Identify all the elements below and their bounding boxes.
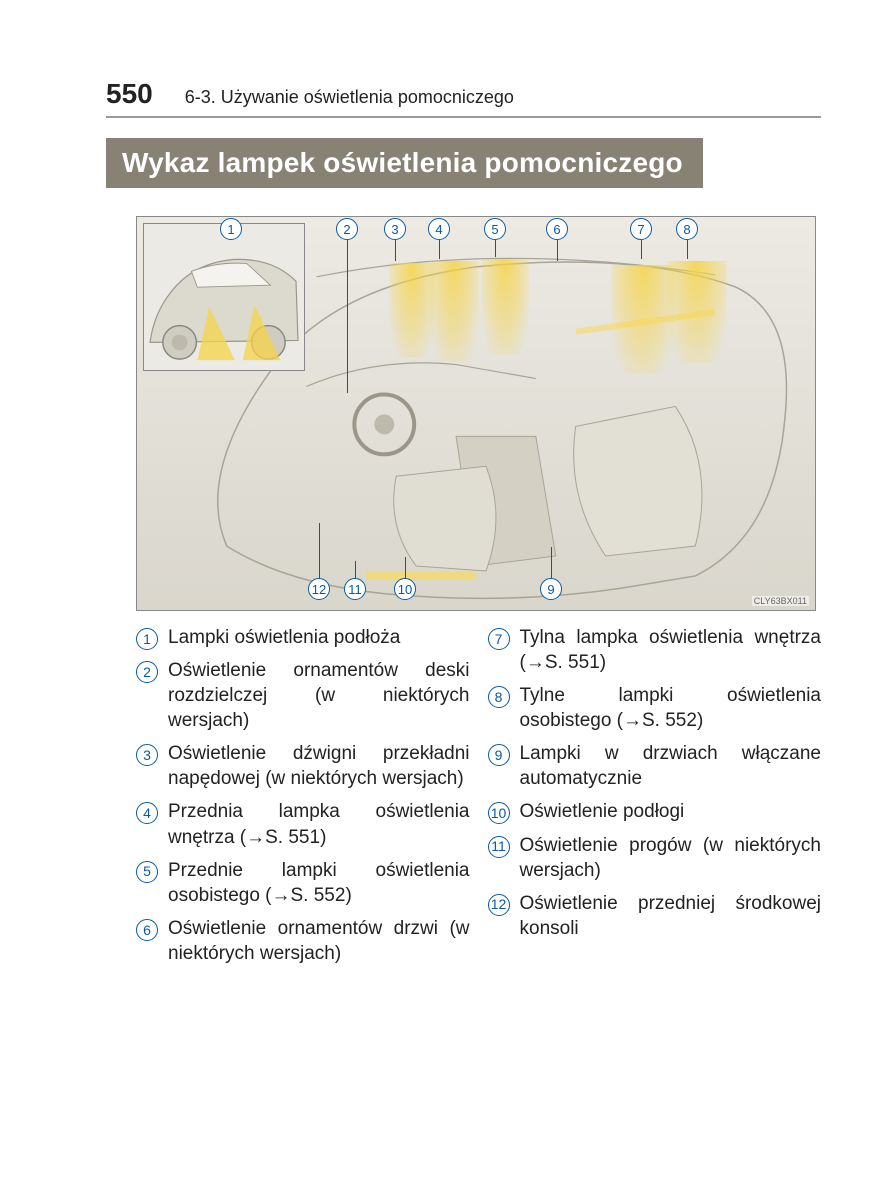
light-cone xyxy=(429,261,479,361)
legend-bullet: 10 xyxy=(488,802,510,824)
callout-lead xyxy=(347,240,348,393)
callout-3: 3 xyxy=(384,218,406,240)
legend-bullet: 11 xyxy=(488,836,510,858)
callout-10: 10 xyxy=(394,578,416,600)
legend-text: Tylne lampki oświetlenia osobistego (→S.… xyxy=(520,683,822,733)
legend-text: Oświetlenie dźwigni przekładni napędowej… xyxy=(168,741,470,791)
legend-bullet: 4 xyxy=(136,802,158,824)
light-cone xyxy=(667,261,727,363)
legend-item-5: 5 Przednie lampki oświetlenia osobistego … xyxy=(136,858,470,908)
callout-7: 7 xyxy=(630,218,652,240)
legend-bullet: 7 xyxy=(488,628,510,650)
legend-text: Oświetlenie progów (w niektórych wersjac… xyxy=(520,833,822,883)
legend-text: Lampki oświetlenia podłoża xyxy=(168,625,470,650)
legend-bullet: 12 xyxy=(488,894,510,916)
manual-page: 550 6-3. Używanie oświetlenia pomocnicze… xyxy=(0,0,877,974)
callout-lead xyxy=(557,240,558,261)
legend-column: 1 Lampki oświetlenia podłoża 2 Oświetlenie … xyxy=(136,625,470,974)
legend-column: 7 Tylna lampka oświetlenia wnętrza (→S. 5… xyxy=(488,625,822,974)
section-label: 6-3. Używanie oświetlenia pomocniczego xyxy=(185,87,514,108)
legend-item-12: 12 Oświetlenie przedniej środkowej konsol… xyxy=(488,891,822,941)
callout-5: 5 xyxy=(484,218,506,240)
legend-bullet: 3 xyxy=(136,744,158,766)
legend-bullet: 6 xyxy=(136,919,158,941)
callout-lead xyxy=(355,561,356,578)
callout-lead xyxy=(495,240,496,257)
callout-2: 2 xyxy=(336,218,358,240)
callout-lead xyxy=(641,240,642,259)
legend-text: Oświetlenie ornamentów drzwi (w niektóry… xyxy=(168,916,470,966)
legend-bullet: 9 xyxy=(488,744,510,766)
lighting-diagram: CLY63BX011 123456781211109 xyxy=(136,216,816,611)
legend-list: 1 Lampki oświetlenia podłoża 2 Oświetlenie … xyxy=(136,625,821,974)
light-cone xyxy=(481,259,529,355)
callout-lead xyxy=(439,240,440,259)
diagram-inset xyxy=(143,223,305,371)
legend-item-6: 6 Oświetlenie ornamentów drzwi (w niektór… xyxy=(136,916,470,966)
legend-bullet: 2 xyxy=(136,661,158,683)
legend-item-4: 4 Przednia lampka oświetlenia wnętrza (→S… xyxy=(136,799,470,849)
legend-item-9: 9 Lampki w drzwiach włączane automatyczni… xyxy=(488,741,822,791)
legend-item-7: 7 Tylna lampka oświetlenia wnętrza (→S. 5… xyxy=(488,625,822,675)
callout-lead xyxy=(319,523,320,578)
legend-text: Oświetlenie ornamentów deski rozdzielcze… xyxy=(168,658,470,733)
page-number: 550 xyxy=(106,78,153,110)
legend-bullet: 5 xyxy=(136,861,158,883)
image-code: CLY63BX011 xyxy=(752,596,809,606)
legend-item-3: 3 Oświetlenie dźwigni przekładni napędowe… xyxy=(136,741,470,791)
callout-11: 11 xyxy=(344,578,366,600)
legend-text: Przednie lampki oświetlenia osobistego (… xyxy=(168,858,470,908)
legend-text: Tylna lampka oświetlenia wnętrza (→S. 55… xyxy=(520,625,822,675)
section-title: Wykaz lampek oświetlenia pomocniczego xyxy=(106,138,703,188)
callout-12: 12 xyxy=(308,578,330,600)
callout-lead xyxy=(395,240,396,261)
page-header: 550 6-3. Używanie oświetlenia pomocnicze… xyxy=(106,78,821,118)
callout-8: 8 xyxy=(676,218,698,240)
legend-bullet: 8 xyxy=(488,686,510,708)
callout-9: 9 xyxy=(540,578,562,600)
callout-lead xyxy=(405,557,406,578)
callout-4: 4 xyxy=(428,218,450,240)
light-cone xyxy=(611,265,675,373)
legend-text: Oświetlenie podłogi xyxy=(520,799,822,824)
legend-bullet: 1 xyxy=(136,628,158,650)
legend-item-2: 2 Oświetlenie ornamentów deski rozdzielcz… xyxy=(136,658,470,733)
callout-1: 1 xyxy=(220,218,242,240)
diagram-container: CLY63BX011 123456781211109 xyxy=(136,216,821,611)
callout-lead xyxy=(687,240,688,259)
callout-lead xyxy=(551,547,552,578)
legend-item-10: 10 Oświetlenie podłogi xyxy=(488,799,822,824)
legend-text: Lampki w drzwiach włączane automatycznie xyxy=(520,741,822,791)
legend-item-1: 1 Lampki oświetlenia podłoża xyxy=(136,625,470,650)
legend-text: Przednia lampka oświetlenia wnętrza (→S.… xyxy=(168,799,470,849)
legend-item-8: 8 Tylne lampki oświetlenia osobistego (→S… xyxy=(488,683,822,733)
callout-6: 6 xyxy=(546,218,568,240)
legend-text: Oświetlenie przedniej środkowej konsoli xyxy=(520,891,822,941)
legend-item-11: 11 Oświetlenie progów (w niektórych wersj… xyxy=(488,833,822,883)
